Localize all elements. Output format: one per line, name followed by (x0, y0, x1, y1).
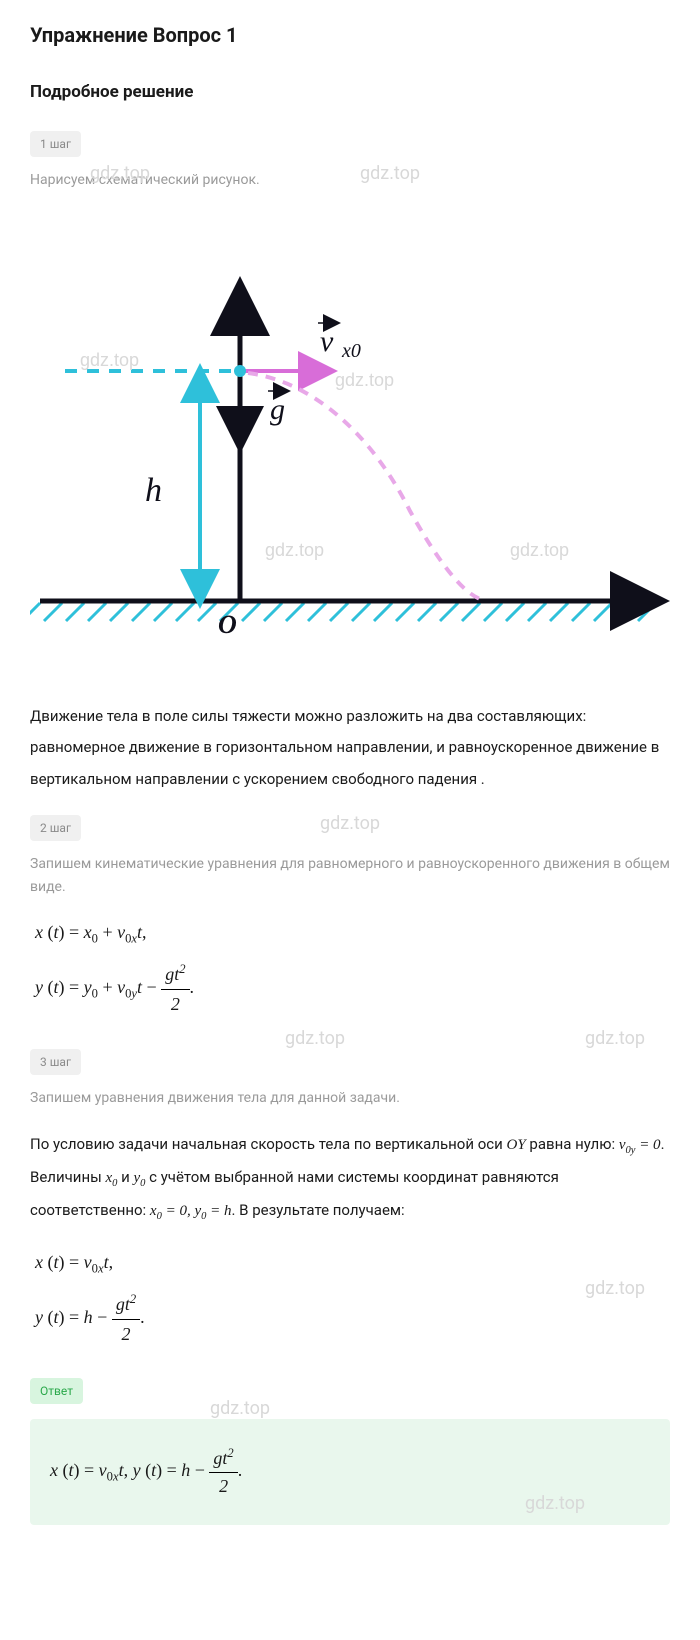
answer-box: x (t) = v0xt, y (t) = h − gt22. (30, 1419, 670, 1525)
math-x0-zero: x0 = 0, y0 = h (150, 1203, 232, 1219)
body-text-3: По условию задачи начальная скорость тел… (30, 1129, 670, 1228)
math-oy: OY (507, 1137, 526, 1153)
step-3-desc: Запишем уравнения движения тела для данн… (30, 1087, 670, 1109)
svg-text:h: h (145, 472, 162, 509)
step-2-desc: Запишем кинематические уравнения для рав… (30, 853, 670, 898)
step-2-badge: 2 шаг (30, 815, 81, 841)
svg-text:x0: x0 (341, 340, 361, 362)
svg-text:gdz.top: gdz.top (335, 370, 394, 390)
watermark: gdz.top (285, 1025, 345, 1052)
svg-text:O: O (218, 610, 237, 639)
svg-text:gdz.top: gdz.top (265, 540, 324, 560)
watermark: gdz.top (320, 810, 380, 837)
step-1-desc: Нарисуем схематический рисунок. (30, 169, 670, 191)
formula-x-general: x (t) = x0 + v0xt, (30, 918, 670, 949)
watermark: gdz.top (585, 1025, 645, 1052)
math-y0: y0 (134, 1170, 146, 1186)
svg-text:g: g (270, 393, 285, 426)
step-1-badge: 1 шаг (30, 131, 81, 157)
answer-badge: Ответ (30, 1378, 83, 1404)
svg-text:v: v (320, 325, 334, 358)
watermark: gdz.top (210, 1395, 270, 1422)
formula-x-specific: x (t) = v0xt, (30, 1248, 670, 1279)
text-segment: и (117, 1168, 133, 1186)
page-title: Упражнение Вопрос 1 (30, 20, 670, 50)
formula-y-specific: y (t) = h − gt22. (30, 1289, 670, 1349)
section-subtitle: Подробное решение (30, 80, 670, 106)
text-segment: По условию задачи начальная скорость тел… (30, 1135, 507, 1153)
body-text-1: Движение тела в поле силы тяжести можно … (30, 701, 670, 796)
svg-text:gdz.top: gdz.top (510, 540, 569, 560)
svg-text:gdz.top: gdz.top (80, 350, 139, 370)
math-x0: x0 (105, 1170, 117, 1186)
formula-y-general: y (t) = y0 + v0yt − gt22. (30, 959, 670, 1019)
physics-diagram: v x0 g h Ogdz.top gdz.top gdz.top gdz.top (30, 221, 670, 661)
math-v0y-zero: v0y = 0 (619, 1137, 661, 1153)
text-segment: . В результате получаем: (232, 1201, 405, 1219)
text-segment: равна нулю: (526, 1135, 619, 1153)
step-3-badge: 3 шаг (30, 1049, 81, 1075)
